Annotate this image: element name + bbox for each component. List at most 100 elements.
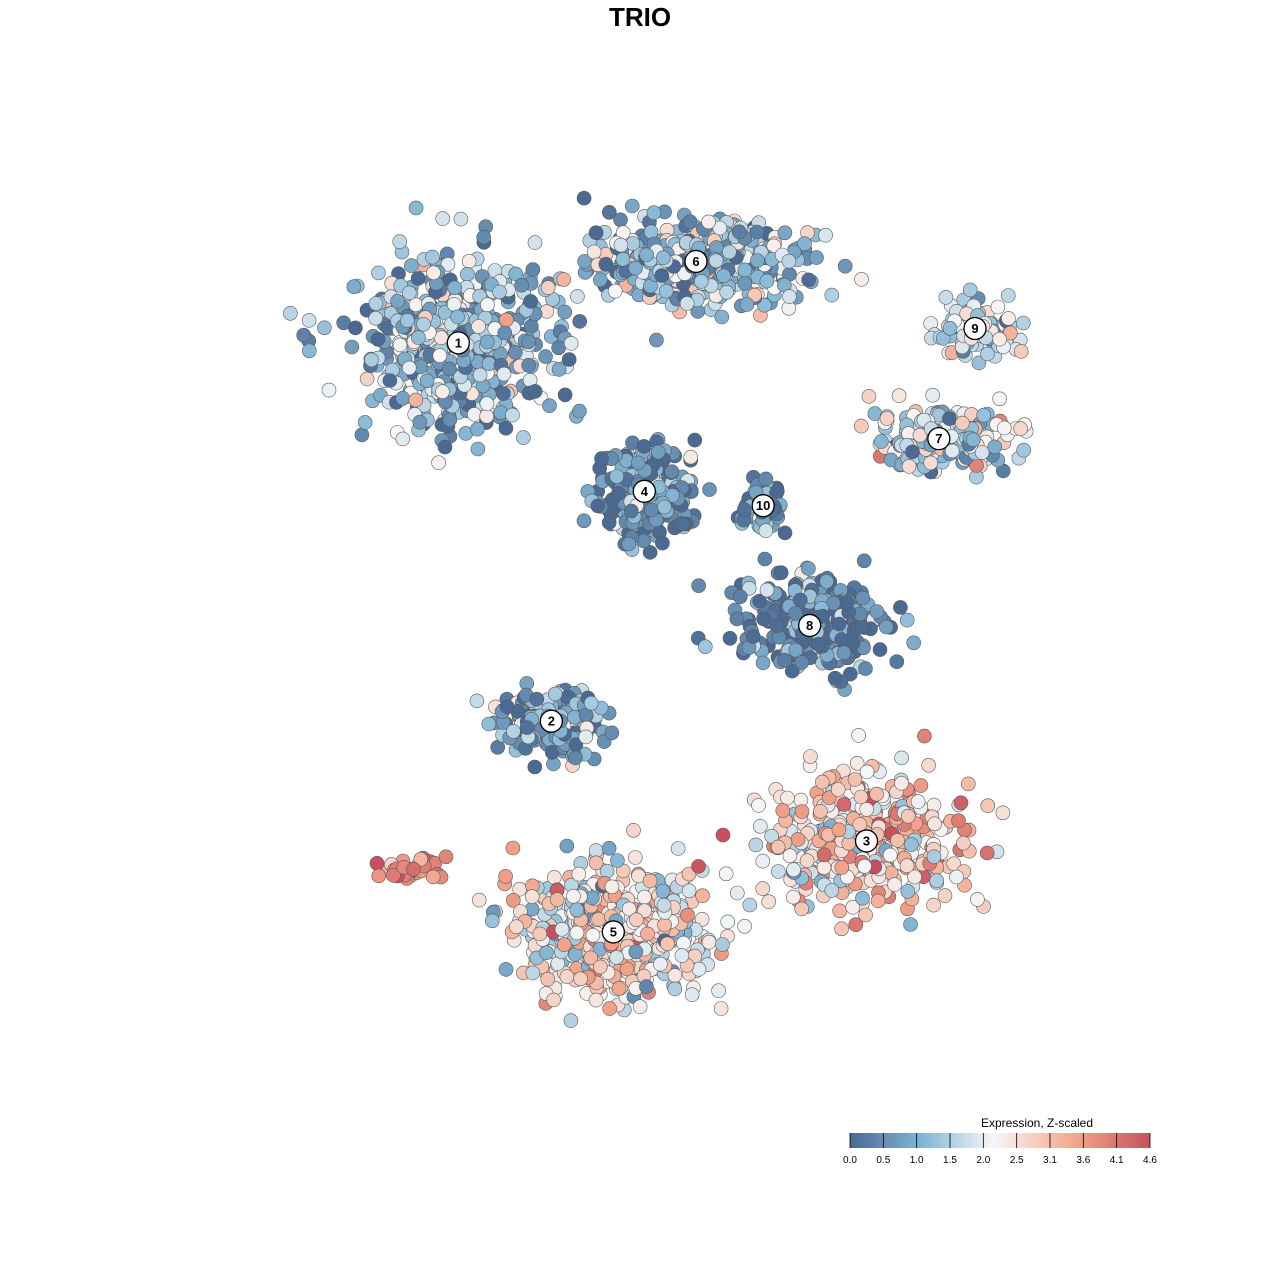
cell-point xyxy=(827,670,843,686)
cell-point xyxy=(777,225,793,241)
cell-point xyxy=(965,432,981,448)
cell-point xyxy=(956,835,971,851)
cell-point xyxy=(403,258,419,273)
cell-point xyxy=(368,310,384,326)
cell-point xyxy=(657,499,672,515)
cell-point xyxy=(830,782,846,797)
cell-point xyxy=(756,611,771,627)
cell-point xyxy=(836,645,852,661)
cell-point xyxy=(453,211,469,227)
cell-point xyxy=(788,642,804,658)
cell-point xyxy=(590,498,606,514)
cell-point xyxy=(505,892,521,908)
cell-point xyxy=(926,897,941,913)
cell-point xyxy=(980,346,995,362)
cell-point xyxy=(684,987,700,1003)
cluster-label-marker xyxy=(632,479,656,503)
cell-point xyxy=(650,444,666,460)
cell-point xyxy=(837,258,853,274)
cell-point xyxy=(890,833,905,848)
cell-point xyxy=(569,925,585,941)
cell-point xyxy=(784,663,800,679)
cell-point xyxy=(629,912,644,928)
cell-point xyxy=(664,464,680,480)
cell-point xyxy=(722,244,737,260)
cell-point xyxy=(637,889,652,905)
cell-point xyxy=(613,237,629,253)
cell-point xyxy=(554,921,570,937)
cell-point xyxy=(955,415,970,431)
cell-point xyxy=(656,897,672,913)
cell-point xyxy=(655,250,671,266)
legend-tick-label: 4.6 xyxy=(1143,1155,1157,1166)
cell-point xyxy=(764,828,779,844)
cell-point xyxy=(532,926,548,942)
cell-point xyxy=(655,883,671,899)
cell-point xyxy=(990,299,1006,315)
cell-point xyxy=(470,441,486,457)
cell-point xyxy=(557,387,573,403)
cell-point xyxy=(557,304,573,320)
cell-point xyxy=(904,837,919,852)
cell-point xyxy=(771,864,786,879)
cell-point xyxy=(676,935,691,951)
legend-tick-label: 4.1 xyxy=(1110,1155,1124,1166)
cell-point xyxy=(921,757,936,773)
cell-point xyxy=(514,277,529,293)
cell-point xyxy=(621,536,637,552)
cell-point xyxy=(432,348,448,363)
cell-point xyxy=(858,661,873,676)
cell-point xyxy=(521,357,536,373)
cell-point xyxy=(854,272,869,287)
cell-point xyxy=(602,1001,618,1016)
cell-point xyxy=(759,273,775,289)
cell-point xyxy=(540,971,556,987)
cell-point xyxy=(782,289,797,304)
cell-point xyxy=(777,652,793,668)
cell-point xyxy=(773,565,789,581)
cell-point xyxy=(576,190,592,206)
cell-point xyxy=(615,251,631,267)
cell-point xyxy=(639,979,654,994)
cell-point xyxy=(836,797,852,812)
cell-point xyxy=(301,343,317,359)
cell-point xyxy=(951,813,966,829)
legend-tick-label: 0.0 xyxy=(843,1155,857,1166)
cell-point xyxy=(819,574,834,589)
cell-point xyxy=(621,901,637,917)
cell-point xyxy=(758,471,774,487)
cell-point xyxy=(632,999,648,1015)
cell-point xyxy=(901,459,917,474)
cell-point xyxy=(970,892,985,907)
cell-point xyxy=(790,832,806,847)
cell-point xyxy=(317,320,332,336)
cell-point xyxy=(408,392,424,408)
cell-point xyxy=(506,724,521,739)
cell-point xyxy=(479,408,495,424)
cell-point xyxy=(571,866,587,882)
cell-point xyxy=(627,850,643,865)
cell-point xyxy=(628,260,643,276)
cell-point xyxy=(623,503,639,519)
cell-point xyxy=(816,860,832,875)
cell-point xyxy=(546,870,562,885)
cell-point xyxy=(592,272,608,288)
cell-point xyxy=(759,582,775,598)
legend-tick-label: 1.5 xyxy=(943,1155,957,1166)
cell-point xyxy=(408,200,424,216)
cell-point xyxy=(942,411,957,426)
cell-point xyxy=(737,275,753,291)
cell-point xyxy=(960,776,976,792)
cell-point xyxy=(801,272,817,288)
cell-points xyxy=(283,190,1034,1028)
cell-point xyxy=(974,445,990,460)
cell-point xyxy=(906,635,922,651)
cell-point xyxy=(701,934,717,950)
cell-point xyxy=(889,654,905,670)
cell-point xyxy=(549,892,565,907)
cluster-label: 5 xyxy=(610,924,617,939)
cell-point xyxy=(831,616,847,632)
cell-point xyxy=(484,913,500,929)
cell-point xyxy=(296,327,312,343)
cell-point xyxy=(438,849,454,865)
